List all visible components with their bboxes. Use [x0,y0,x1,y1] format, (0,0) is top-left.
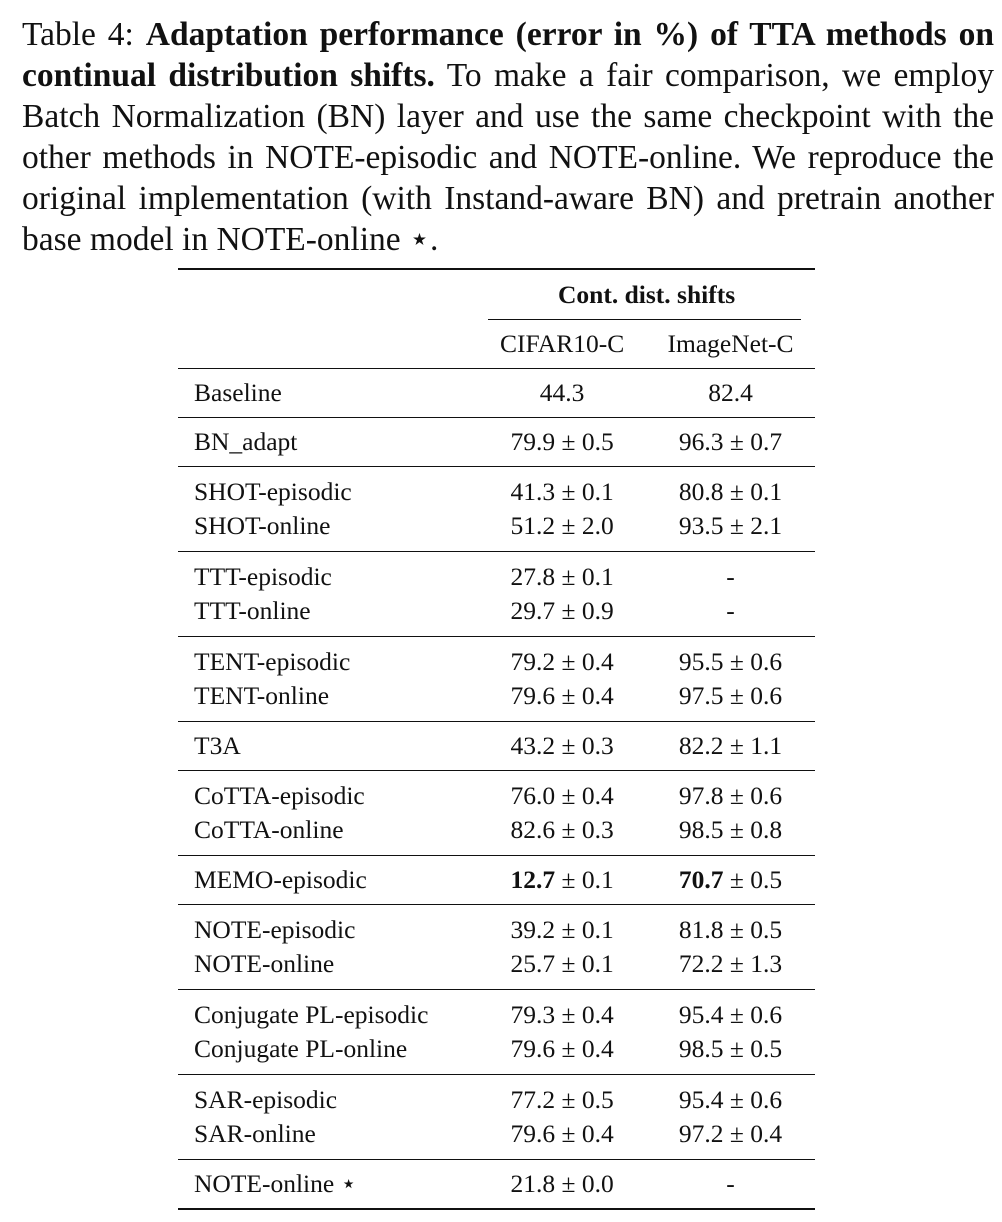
cifar10c-value-cell: 76.0 ± 0.4 [478,770,647,813]
table-row: TENT-episodic 79.2 ± 0.4 95.5 ± 0.6 [178,636,815,679]
cifar10c-value-cell: 79.6 ± 0.4 [510,1119,614,1148]
cifar10c-value-cell: 12.7 ± 0.1 [478,855,647,905]
method-name-cell: CoTTA-episodic [178,770,479,813]
imagenetc-value-cell: 81.8 ± 0.5 [646,904,815,947]
column-header-cifar: CIFAR10-C [499,329,625,358]
cifar10c-value-cell: 29.7 ± 0.9 [510,596,614,625]
table-row: TENT-online 79.6 ± 0.4 97.5 ± 0.6 [178,679,815,722]
method-name-cell: TENT-online [194,681,330,710]
imagenetc-value-cell: 97.2 ± 0.4 [678,1119,783,1148]
table-body: Cont. dist. shifts CIFAR10-C ImageNet-C … [178,269,815,1209]
value-std: ± 0.5 [723,865,783,894]
cifar10c-value-cell: 41.3 ± 0.1 [478,466,647,509]
cifar10c-value-cell: 21.8 ± 0.0 [478,1159,647,1209]
method-name-cell: MEMO-episodic [178,855,479,905]
table-row: T3A 43.2 ± 0.3 82.2 ± 1.1 [178,721,815,771]
method-name-cell: Conjugate PL-episodic [178,989,479,1032]
cifar10c-value-cell: 43.2 ± 0.3 [478,721,647,771]
group-header-label: Cont. dist. shifts [558,280,736,309]
table-row: NOTE-online 25.7 ± 0.1 72.2 ± 1.3 [178,947,815,990]
imagenetc-value-cell: 98.5 ± 0.8 [678,815,783,844]
table-caption: Table 4: Adaptation performance (error i… [22,14,994,260]
table-row: TTT-online 29.7 ± 0.9 - [178,594,815,637]
method-name-cell: TTT-episodic [178,551,479,594]
imagenetc-value-cell: 96.3 ± 0.7 [646,417,815,467]
imagenetc-value-cell: - [646,551,815,594]
cifar10c-value-cell: 82.6 ± 0.3 [510,815,614,844]
caption-title: Adaptation performance (error in %) of T… [22,16,994,94]
table-row: SAR-online 79.6 ± 0.4 97.2 ± 0.4 [178,1117,815,1160]
method-name-cell: BN_adapt [178,417,479,467]
header-method-cell [178,320,478,369]
table-row: TTT-episodic 27.8 ± 0.1- [178,551,815,594]
cifar10c-value-cell: 44.3 [478,368,647,418]
table-row: MEMO-episodic 12.7 ± 0.1 70.7 ± 0.5 [178,855,815,905]
cifar10c-value-cell: 39.2 ± 0.1 [478,904,647,947]
caption-label: Table 4: [22,16,134,53]
table-row: Conjugate PL-online 79.6 ± 0.4 98.5 ± 0.5 [178,1032,815,1075]
caption-body: To make a fair comparison, we employ Bat… [22,57,994,258]
results-table-container: Cont. dist. shifts CIFAR10-C ImageNet-C … [178,268,815,1210]
header-row-group: Cont. dist. shifts [178,269,815,320]
method-name-cell: Baseline [178,368,479,418]
method-name-cell: T3A [178,721,479,771]
table-row: CoTTA-episodic 76.0 ± 0.4 97.8 ± 0.6 [178,770,815,813]
method-name-cell: NOTE-online ⋆ [178,1159,479,1209]
imagenetc-value-cell: 82.4 [646,368,815,418]
imagenetc-value-cell: 97.8 ± 0.6 [646,770,815,813]
column-header-imagenet: ImageNet-C [667,329,794,358]
method-name-cell: TTT-online [194,596,311,625]
table-row: NOTE-episodic 39.2 ± 0.1 81.8 ± 0.5 [178,904,815,947]
imagenetc-value-cell: 95.5 ± 0.6 [646,636,815,679]
method-name-cell: SAR-episodic [178,1074,479,1117]
cifar10c-value-cell: 51.2 ± 2.0 [510,511,614,540]
imagenetc-value-cell: 95.4 ± 0.6 [646,989,815,1032]
best-value: 70.7 [678,865,724,894]
table-row: SHOT-episodic 41.3 ± 0.1 80.8 ± 0.1 [178,466,815,509]
table-row: SHOT-online 51.2 ± 2.0 93.5 ± 2.1 [178,509,815,552]
cifar10c-value-cell: 77.2 ± 0.5 [478,1074,647,1117]
method-name-cell: SHOT-episodic [178,466,479,509]
method-name-cell: Conjugate PL-online [194,1034,408,1063]
table-row: CoTTA-online 82.6 ± 0.3 98.5 ± 0.8 [178,813,815,856]
method-name-cell: TENT-episodic [178,636,479,679]
group-header: Cont. dist. shifts [478,269,815,320]
cifar10c-value-cell: 79.6 ± 0.4 [510,1034,614,1063]
cifar10c-value-cell: 79.6 ± 0.4 [510,681,614,710]
imagenetc-value-cell: 80.8 ± 0.1 [646,466,815,509]
imagenetc-value-cell: - [646,1159,815,1209]
table-row: Baseline 44.3 82.4 [178,368,815,418]
best-value: 12.7 [510,865,556,894]
cmidrule [488,319,801,320]
cifar10c-value-cell: 27.8 ± 0.1 [478,551,647,594]
table-row: SAR-episodic 77.2 ± 0.5 95.4 ± 0.6 [178,1074,815,1117]
table-row: NOTE-online ⋆ 21.8 ± 0.0- [178,1159,815,1209]
header-empty-cell [178,269,478,320]
method-name-cell: SHOT-online [194,511,331,540]
header-row-columns: CIFAR10-C ImageNet-C [178,320,815,369]
imagenetc-value-cell: 93.5 ± 2.1 [678,511,783,540]
imagenetc-value-cell: 98.5 ± 0.5 [678,1034,783,1063]
cifar10c-value-cell: 25.7 ± 0.1 [510,949,614,978]
method-name-cell: NOTE-episodic [178,904,479,947]
imagenetc-value-cell: 70.7 ± 0.5 [646,855,815,905]
cifar10c-value-cell: 79.9 ± 0.5 [478,417,647,467]
imagenetc-value-cell: 82.2 ± 1.1 [646,721,815,771]
cifar10c-value-cell: 79.3 ± 0.4 [478,989,647,1032]
imagenetc-value-cell: 95.4 ± 0.6 [646,1074,815,1117]
method-name-cell: SAR-online [194,1119,316,1148]
imagenetc-value-cell: 97.5 ± 0.6 [678,681,783,710]
table-row: Conjugate PL-episodic 79.3 ± 0.4 95.4 ± 0.… [178,989,815,1032]
results-table: Cont. dist. shifts CIFAR10-C ImageNet-C … [178,268,815,1210]
method-name-cell: NOTE-online [194,949,335,978]
imagenetc-value-cell: - [726,596,735,625]
method-name-cell: CoTTA-online [194,815,344,844]
imagenetc-value-cell: 72.2 ± 1.3 [678,949,783,978]
table-row: BN_adapt 79.9 ± 0.5 96.3 ± 0.7 [178,417,815,467]
cifar10c-value-cell: 79.2 ± 0.4 [478,636,647,679]
value-std: ± 0.1 [555,865,614,894]
